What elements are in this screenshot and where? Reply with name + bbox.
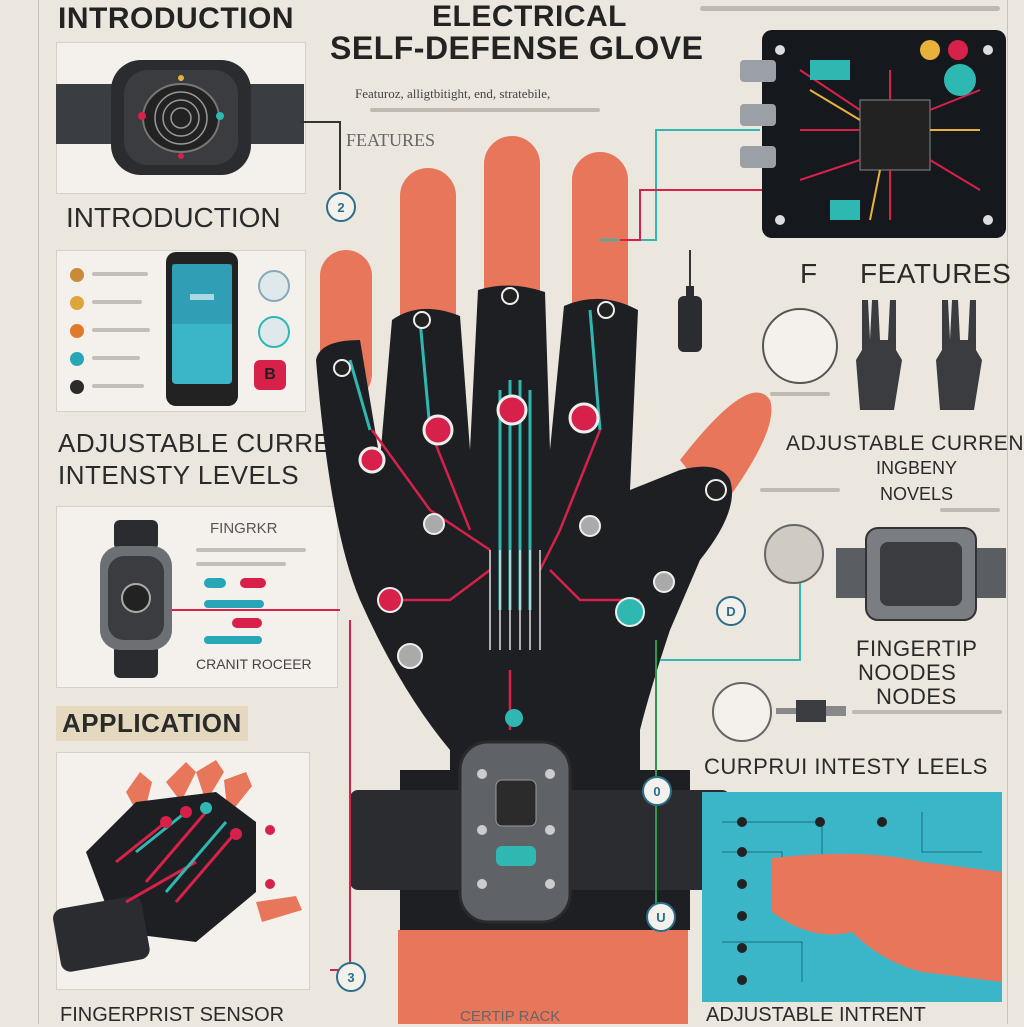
- features-small-label: FEATURES: [346, 130, 436, 150]
- callout-3: 3: [336, 962, 366, 992]
- swatch-4: [70, 352, 84, 366]
- adjustable-left-line1: ADJUSTABLE CURRENT: [58, 428, 368, 458]
- phone-scribble-4: [92, 356, 140, 360]
- slider-dot-5: [204, 636, 262, 644]
- fingertip-nodes-line3: NODES: [876, 684, 957, 709]
- sensor-knob-icon: [764, 524, 824, 584]
- cable-plug-icon: [678, 286, 702, 352]
- phone-scribble-5: [92, 384, 144, 388]
- title-line-1: ELECTRICAL: [432, 0, 627, 33]
- right-scribble-2: [940, 508, 1000, 512]
- glove-icon: [53, 760, 302, 972]
- band-scribble-2: [196, 562, 286, 566]
- swatch-2: [70, 296, 84, 310]
- touch-screen-icon: [702, 792, 1002, 1002]
- phone-icon: [166, 252, 238, 406]
- callout-2: 2: [326, 192, 356, 222]
- top-scribble: [700, 6, 1000, 11]
- introduction-label: INTRODUCTION: [66, 202, 281, 233]
- slider-dot-1: [204, 578, 226, 588]
- adjustable-right-line1: ADJUSTABLE CURRENT: [786, 432, 1024, 455]
- slider-dot-4: [232, 618, 262, 628]
- fingerprint-sensor-label: FINGERPRIST SENSOR: [60, 1004, 285, 1026]
- adjustable-right-line3: NOVELS: [880, 484, 954, 504]
- right-scribble-1: [760, 488, 840, 492]
- dial-scribble: [770, 392, 830, 396]
- main-glove-illustration: [316, 136, 772, 1024]
- app-icon-1: [258, 270, 290, 302]
- wrist-device-icon: [836, 527, 1006, 621]
- adjustable-bottom-label: ADJUSTABLE INTRENT: [706, 1004, 926, 1026]
- page-frame: [38, 0, 1008, 1024]
- slider-dot-3: [204, 600, 264, 608]
- subtitle: Featuroz, аlligtbitight, end, stratebile…: [355, 86, 551, 101]
- phone-scribble-3: [92, 328, 150, 332]
- probe-icon: [776, 700, 846, 722]
- subtitle-scribble: [370, 108, 600, 112]
- phone-scribble-1: [92, 272, 148, 276]
- fingertip-small-label: FINGRKR: [210, 520, 278, 537]
- circuit-rocker-label: CRANIT ROCEER: [196, 656, 312, 672]
- fingertip-nodes-line1: FINGERTIP: [856, 636, 978, 661]
- phone-badge: B: [254, 360, 286, 390]
- features-prefix: F: [800, 258, 818, 289]
- slider-dot-2: [240, 578, 266, 588]
- wristband-icon: [100, 520, 172, 678]
- current-intensity-label: CURPRUI INTESTY LEELS: [704, 754, 988, 779]
- fingertip-bottom-label: CERTIP RACK: [460, 1008, 561, 1025]
- probe-tip-icon: [712, 682, 772, 742]
- title-line-2: SELF-DEFENSE GLOVE: [330, 30, 704, 66]
- swatch-3: [70, 324, 84, 338]
- swatch-5: [70, 380, 84, 394]
- adjustable-left-line2: INTENSTY LEVELS: [58, 460, 300, 490]
- top-left-heading: INTRODUCTION: [58, 2, 294, 35]
- callout-u: U: [646, 902, 676, 932]
- phone-scribble-2: [92, 300, 142, 304]
- callout-0: 0: [642, 776, 672, 806]
- application-label: APPLICATION: [56, 706, 248, 741]
- band-scribble-1: [196, 548, 306, 552]
- app-icon-2: [258, 316, 290, 348]
- adjustable-right-line2: INGBENY: [876, 458, 958, 478]
- watch-icon: [56, 60, 304, 175]
- features-big-label: FEATURES: [860, 258, 1012, 289]
- circuit-board-icon: [740, 30, 1006, 238]
- dial-icon: [762, 308, 838, 384]
- fingertip-nodes-line2: NOODES: [858, 660, 957, 685]
- prong-icon: [856, 300, 982, 410]
- callout-d: D: [716, 596, 746, 626]
- probe-scribble: [852, 710, 1002, 714]
- swatch-1: [70, 268, 84, 282]
